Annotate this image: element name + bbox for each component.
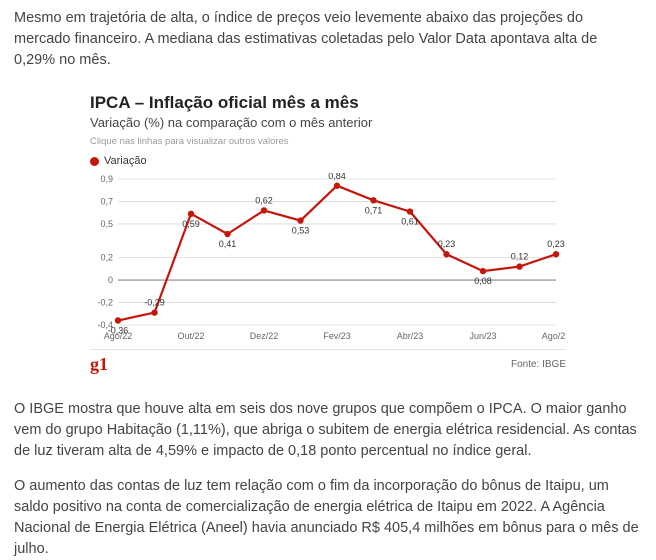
svg-text:Fev/23: Fev/23 xyxy=(323,331,351,341)
brand-logo: g1 xyxy=(90,354,108,375)
ipca-chart-card: IPCA – Inflação oficial mês a mês Variaç… xyxy=(78,85,578,381)
chart-source: Fonte: IBGE xyxy=(511,359,566,370)
chart-subtitle: Variação (%) na comparação com o mês ant… xyxy=(90,115,566,130)
chart-title: IPCA – Inflação oficial mês a mês xyxy=(90,93,566,113)
chart-footer: g1 Fonte: IBGE xyxy=(90,349,566,375)
chart-hint: Clique nas linhas para visualizar outros… xyxy=(90,136,566,147)
body-paragraph-3: O aumento das contas de luz tem relação … xyxy=(14,476,642,560)
svg-text:0,62: 0,62 xyxy=(255,195,273,205)
svg-text:0: 0 xyxy=(108,275,113,285)
svg-text:0,84: 0,84 xyxy=(328,173,346,181)
svg-text:Jun/23: Jun/23 xyxy=(469,331,496,341)
body-paragraph-2: O IBGE mostra que houve alta em seis dos… xyxy=(14,399,642,462)
svg-text:0,08: 0,08 xyxy=(474,276,492,286)
legend-dot-icon xyxy=(90,157,99,166)
svg-text:Abr/23: Abr/23 xyxy=(397,331,424,341)
svg-text:0,41: 0,41 xyxy=(219,239,237,249)
svg-text:Ago/23: Ago/23 xyxy=(542,331,566,341)
svg-text:0,12: 0,12 xyxy=(511,252,529,262)
legend-label: Variação xyxy=(104,155,147,167)
line-chart-svg: -0,4-0,200,20,50,70,9Ago/22Out/22Dez/22F… xyxy=(90,173,566,343)
svg-text:0,2: 0,2 xyxy=(100,253,113,263)
svg-text:0,61: 0,61 xyxy=(401,217,419,227)
svg-text:0,71: 0,71 xyxy=(365,205,383,215)
intro-paragraph-1: Mesmo em trajetória de alta, o índice de… xyxy=(14,8,642,71)
svg-text:0,5: 0,5 xyxy=(100,219,113,229)
svg-text:-0,2: -0,2 xyxy=(97,298,113,308)
chart-plot-area[interactable]: -0,4-0,200,20,50,70,9Ago/22Out/22Dez/22F… xyxy=(90,173,566,343)
svg-text:-0,36: -0,36 xyxy=(108,326,129,336)
svg-text:0,9: 0,9 xyxy=(100,174,113,184)
svg-text:Dez/22: Dez/22 xyxy=(250,331,279,341)
svg-text:-0,29: -0,29 xyxy=(144,298,165,308)
svg-text:0,23: 0,23 xyxy=(438,239,456,249)
svg-text:0,59: 0,59 xyxy=(182,219,200,229)
svg-text:0,7: 0,7 xyxy=(100,197,113,207)
svg-text:Out/22: Out/22 xyxy=(177,331,204,341)
chart-legend: Variação xyxy=(90,155,566,167)
svg-text:0,53: 0,53 xyxy=(292,226,310,236)
svg-text:0,23: 0,23 xyxy=(547,239,565,249)
